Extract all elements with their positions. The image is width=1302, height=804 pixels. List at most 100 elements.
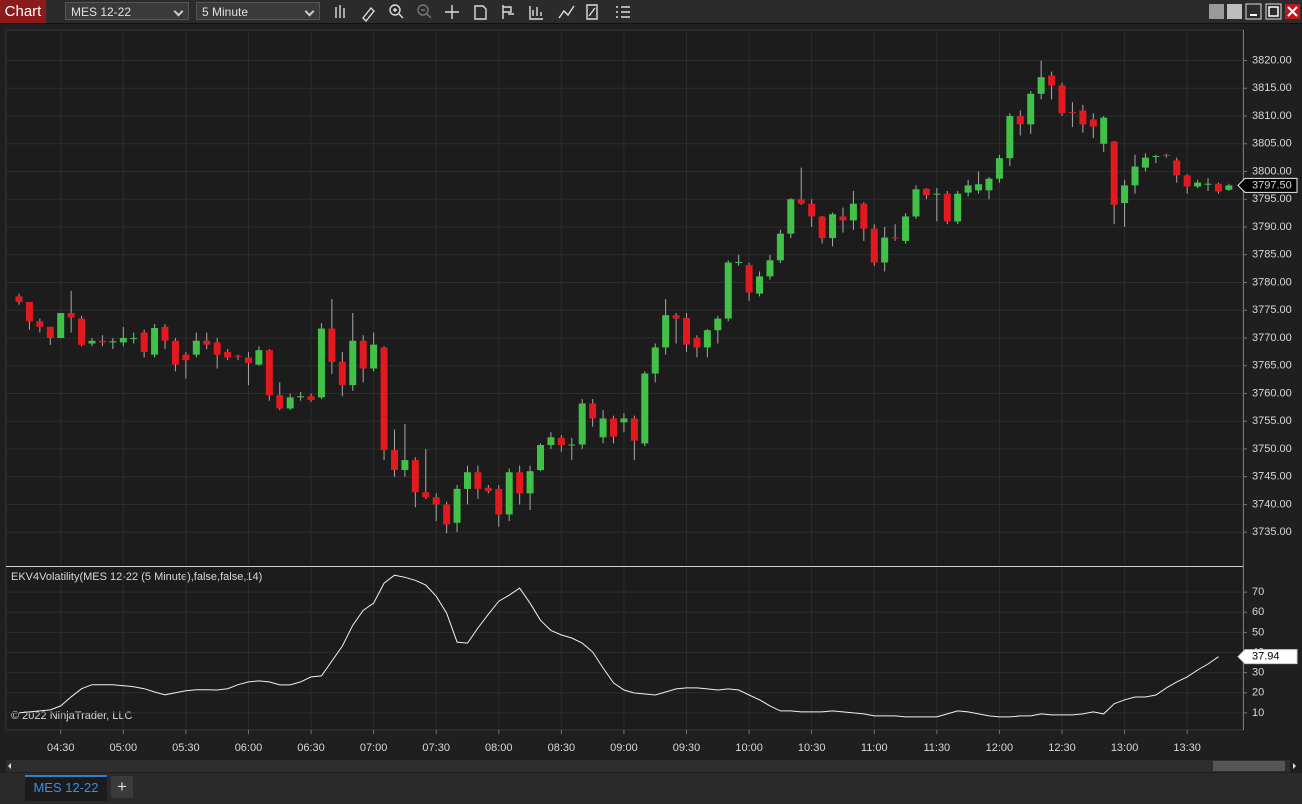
candle-body [78,318,86,345]
y-tick-label: 3770.00 [1252,332,1292,344]
y-tick-label: 3755.00 [1252,415,1292,427]
candle-body [933,193,941,195]
candle-body [151,327,159,355]
chart: EKV4Volatility(MES 12-22 (5 Minute),fals… [0,24,1302,773]
candle-body [276,395,284,409]
interval-select[interactable]: 5 Minute [196,2,320,20]
candle-body [453,488,461,523]
candle-body [484,487,492,492]
x-tick-label: 07:00 [360,742,388,754]
candle-body [1183,175,1191,187]
x-tick-label: 08:00 [485,742,513,754]
candle-body [192,340,200,355]
candle-body [1204,183,1212,185]
scrollbar[interactable] [6,760,1290,772]
x-tick-label: 06:00 [235,742,263,754]
candle-body [390,450,398,471]
candle-body [474,472,482,489]
candle-body [745,265,753,293]
x-tick-label: 09:30 [673,742,701,754]
candle-body [1058,85,1066,114]
candle-body [599,418,607,438]
candle-body [714,318,722,331]
candle-body [25,301,33,322]
candle-body [119,337,127,343]
y-tick-label: 3780.00 [1252,276,1292,288]
candle-body [651,347,659,374]
candle-body [610,418,618,437]
candle-body [234,355,242,357]
candle-body [1214,183,1222,192]
x-tick-label: 06:30 [297,742,325,754]
candle-body [98,340,106,343]
candle-body [808,203,816,217]
candle-body [797,199,805,204]
candle-body [1048,75,1056,86]
candle-body [401,460,409,471]
last-value-marker [1237,649,1298,665]
candle-body [15,296,23,302]
candle-body [1194,182,1202,187]
last-value-label: 37.94 [1252,651,1280,663]
x-tick-label: 13:30 [1173,742,1201,754]
candle-body [46,326,54,338]
candle-body [578,403,586,445]
candle-body [776,233,784,261]
indicator-title: EKV4Volatility(MES 12-22 (5 Minute),fals… [11,571,262,583]
y-tick-label: 3785.00 [1252,249,1292,261]
candle-body [829,214,837,239]
candle-body [870,228,878,263]
candle-body [1006,116,1014,159]
scroll-thumb[interactable] [1213,761,1285,771]
toolbar-icons[interactable] [330,2,640,22]
y-tick-label: 3750.00 [1252,443,1292,455]
y-tick-label: 3740.00 [1252,498,1292,510]
candle-body [1110,141,1118,205]
window-buttons[interactable] [1206,3,1302,21]
y-tick-label: 30 [1252,667,1264,679]
candle-body [140,332,148,352]
x-tick-label: 09:00 [610,742,638,754]
candle-body [672,315,680,319]
candle-body [891,237,899,239]
x-tick-label: 13:00 [1111,742,1139,754]
candle-body [1037,77,1045,94]
candle-body [756,276,764,294]
candle-body [328,328,336,362]
instrument-select[interactable]: MES 12-22 [65,2,189,20]
y-tick-label: 3815.00 [1252,82,1292,94]
candle-body [589,403,597,419]
x-tick-label: 12:00 [986,742,1014,754]
x-tick-label: 05:00 [110,742,138,754]
candle-body [297,396,305,398]
candle-body [57,313,65,338]
y-tick-label: 10 [1252,707,1264,719]
candle-body [1141,157,1149,168]
candle-body [839,216,847,221]
last-price-label: 3797.50 [1252,179,1292,191]
candle-body [922,188,930,196]
candle-body [724,262,732,319]
candle-body [766,260,774,277]
y-tick-label: 3760.00 [1252,387,1292,399]
candle-body [203,340,211,345]
candle-body [265,350,273,396]
toolbar: Chart MES 12-22 5 Minute [0,0,1302,24]
candle-body [630,418,638,441]
candle-body [975,184,983,191]
candle-body [255,350,263,365]
y-tick-label: 3820.00 [1252,54,1292,66]
candle-body [1225,185,1233,190]
candle-body [693,337,701,348]
candle-body [526,471,534,494]
candle-body [662,315,670,348]
y-tick-label: 50 [1252,626,1264,638]
candle-body [380,347,388,451]
y-tick-label: 3735.00 [1252,526,1292,538]
x-tick-label: 10:30 [798,742,826,754]
add-tab[interactable]: + [111,776,133,798]
candle-body [171,340,179,365]
y-tick-label: 20 [1252,687,1264,699]
chart-tab[interactable]: MES 12-22 [25,775,107,801]
candle-body [995,158,1003,179]
